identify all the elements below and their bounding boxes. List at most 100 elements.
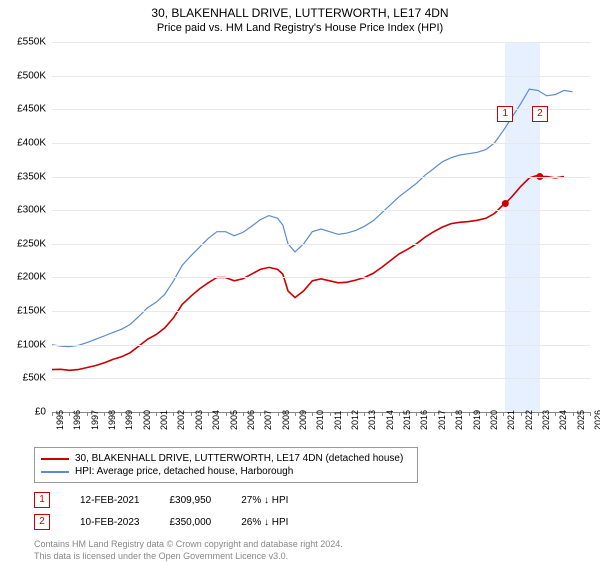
x-axis-label: 1995: [55, 410, 65, 430]
x-tick: [434, 412, 435, 416]
sales-table: 1 12-FEB-2021 £309,950 27% ↓ HPI 2 10-FE…: [34, 489, 588, 533]
y-axis-label: £500K: [2, 70, 46, 81]
x-axis-label: 2011: [333, 411, 343, 430]
x-tick: [52, 412, 53, 416]
x-axis-label: 2024: [558, 410, 568, 430]
series-line-hpi: [52, 89, 573, 347]
x-axis-label: 2025: [576, 410, 586, 430]
x-tick: [226, 412, 227, 416]
chart-plot-area: £0£50K£100K£150K£200K£250K£300K£350K£400…: [52, 42, 590, 413]
title-block: 30, BLAKENHALL DRIVE, LUTTERWORTH, LE17 …: [0, 0, 600, 34]
sale-marker-1: 1: [34, 492, 50, 508]
gridline: [52, 143, 590, 144]
x-tick: [156, 412, 157, 416]
x-axis-label: 2012: [350, 410, 360, 430]
sale-delta-2: 26% ↓ HPI: [241, 517, 288, 528]
x-axis-label: 2014: [385, 410, 395, 430]
x-axis-label: 2007: [263, 410, 273, 430]
x-axis-label: 2013: [367, 410, 377, 430]
gridline: [52, 210, 590, 211]
y-axis-label: £350K: [2, 171, 46, 182]
x-axis-label: 2026: [593, 410, 600, 430]
x-axis-label: 1996: [72, 410, 82, 430]
gridline: [52, 177, 590, 178]
legend-item-hpi: HPI: Average price, detached house, Harb…: [41, 465, 411, 478]
sale-row-1: 1 12-FEB-2021 £309,950 27% ↓ HPI: [34, 489, 588, 511]
x-tick: [312, 412, 313, 416]
sale-dot-1: [502, 200, 509, 207]
x-tick: [590, 412, 591, 416]
legend-swatch-property: [41, 458, 69, 460]
x-axis-label: 2000: [142, 410, 152, 430]
x-tick: [451, 412, 452, 416]
gridline: [52, 244, 590, 245]
x-tick: [573, 412, 574, 416]
x-tick: [399, 412, 400, 416]
series-line-property: [52, 175, 564, 370]
y-axis-label: £200K: [2, 272, 46, 283]
x-tick: [555, 412, 556, 416]
chart-card: 30, BLAKENHALL DRIVE, LUTTERWORTH, LE17 …: [0, 0, 600, 560]
legend-label-property: 30, BLAKENHALL DRIVE, LUTTERWORTH, LE17 …: [75, 453, 403, 464]
x-axis-label: 2006: [246, 410, 256, 430]
x-axis-label: 2002: [176, 410, 186, 430]
y-axis-label: £400K: [2, 137, 46, 148]
sale-row-2: 2 10-FEB-2023 £350,000 26% ↓ HPI: [34, 511, 588, 533]
x-tick: [382, 412, 383, 416]
legend-item-property: 30, BLAKENHALL DRIVE, LUTTERWORTH, LE17 …: [41, 452, 411, 465]
x-axis-label: 2005: [229, 410, 239, 430]
x-tick: [139, 412, 140, 416]
x-axis-label: 2022: [524, 410, 534, 430]
x-axis-label: 2020: [489, 410, 499, 430]
sale-price-1: £309,950: [169, 495, 211, 506]
x-tick: [295, 412, 296, 416]
chart-svg: [52, 42, 590, 412]
gridline: [52, 311, 590, 312]
legend-swatch-hpi: [41, 471, 69, 473]
x-axis-label: 1998: [107, 410, 117, 430]
x-tick: [121, 412, 122, 416]
gridline: [52, 277, 590, 278]
gridline: [52, 76, 590, 77]
y-axis-label: £450K: [2, 104, 46, 115]
sale-delta-1: 27% ↓ HPI: [241, 495, 288, 506]
y-axis-label: £550K: [2, 37, 46, 48]
y-axis-label: £0: [2, 407, 46, 418]
chart-title: 30, BLAKENHALL DRIVE, LUTTERWORTH, LE17 …: [0, 6, 600, 20]
x-axis-label: 2015: [402, 410, 412, 430]
x-tick: [104, 412, 105, 416]
x-axis-label: 1997: [90, 410, 100, 430]
sale-date-2: 10-FEB-2023: [80, 517, 139, 528]
gridline: [52, 378, 590, 379]
y-axis-label: £150K: [2, 306, 46, 317]
x-axis-label: 2010: [315, 410, 325, 430]
x-axis-label: 2021: [506, 410, 516, 430]
y-axis-label: £100K: [2, 339, 46, 350]
x-tick: [260, 412, 261, 416]
x-axis-label: 2023: [541, 410, 551, 430]
sale-marker-2: 2: [34, 514, 50, 530]
legend-box: 30, BLAKENHALL DRIVE, LUTTERWORTH, LE17 …: [34, 447, 418, 483]
gridline: [52, 345, 590, 346]
x-axis-label: 2008: [281, 410, 291, 430]
y-axis-label: £50K: [2, 373, 46, 384]
x-tick: [243, 412, 244, 416]
x-tick: [416, 412, 417, 416]
sale-date-1: 12-FEB-2021: [80, 495, 139, 506]
x-tick: [191, 412, 192, 416]
x-tick: [486, 412, 487, 416]
x-axis-label: 2016: [419, 410, 429, 430]
x-axis-label: 1999: [124, 410, 134, 430]
x-tick: [69, 412, 70, 416]
legend-label-hpi: HPI: Average price, detached house, Harb…: [75, 466, 293, 477]
sale-marker-label-1: 1: [497, 106, 513, 122]
x-tick: [521, 412, 522, 416]
footer-attribution: Contains HM Land Registry data © Crown c…: [34, 539, 588, 562]
x-tick: [278, 412, 279, 416]
x-axis-label: 2003: [194, 410, 204, 430]
y-axis-label: £250K: [2, 238, 46, 249]
sale-price-2: £350,000: [169, 517, 211, 528]
x-tick: [208, 412, 209, 416]
x-tick: [503, 412, 504, 416]
x-tick: [469, 412, 470, 416]
